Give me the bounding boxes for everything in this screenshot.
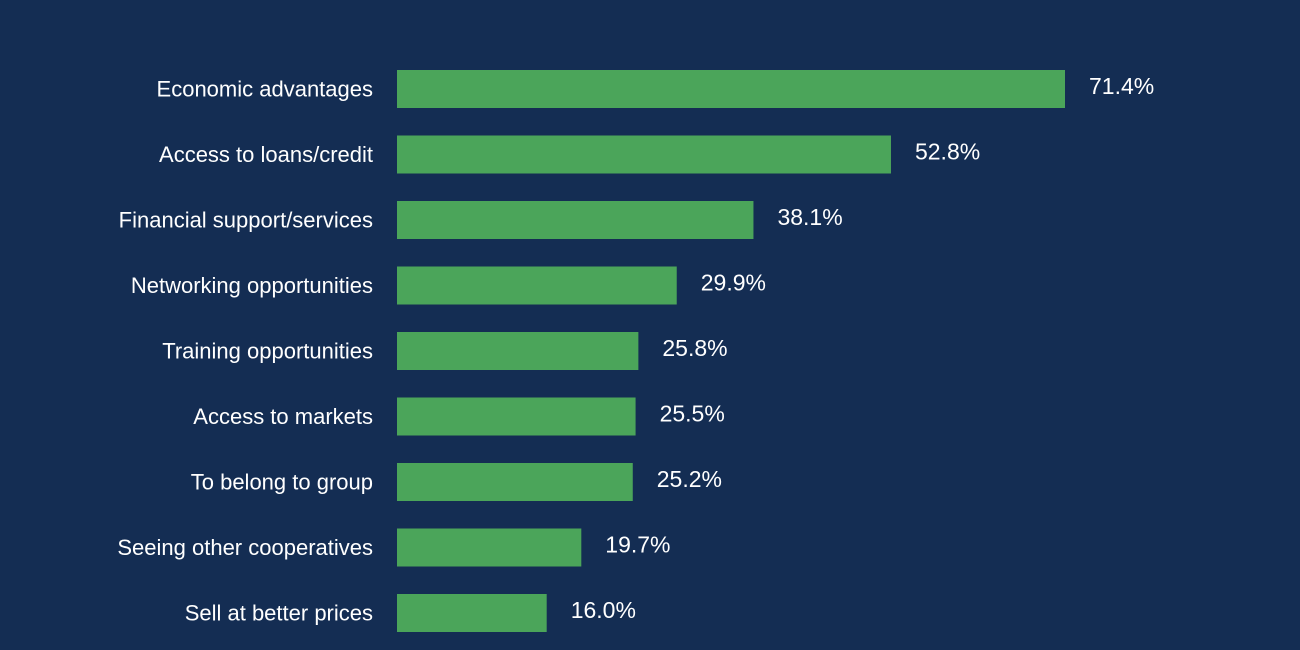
value-label: 52.8% bbox=[915, 139, 980, 165]
bar bbox=[397, 266, 677, 305]
category-label: Networking opportunities bbox=[131, 273, 373, 298]
value-label: 19.7% bbox=[605, 532, 670, 558]
value-label: 16.0% bbox=[571, 597, 636, 623]
bar bbox=[397, 594, 547, 632]
bar bbox=[397, 528, 582, 567]
bar bbox=[397, 332, 639, 370]
bar bbox=[397, 70, 1065, 108]
value-label: 25.5% bbox=[660, 401, 725, 427]
category-label: Economic advantages bbox=[157, 77, 373, 102]
bar bbox=[397, 463, 633, 501]
category-label: Access to markets bbox=[193, 404, 373, 429]
value-label: 29.9% bbox=[701, 270, 766, 296]
category-label: Seeing other cooperatives bbox=[117, 535, 373, 560]
category-label: Access to loans/credit bbox=[159, 142, 373, 167]
category-label: To belong to group bbox=[191, 470, 373, 495]
value-label: 25.8% bbox=[662, 335, 727, 361]
value-label: 38.1% bbox=[777, 204, 842, 230]
category-label: Sell at better prices bbox=[185, 601, 373, 626]
bar bbox=[397, 201, 754, 239]
bar bbox=[397, 397, 636, 436]
value-label: 71.4% bbox=[1089, 73, 1154, 99]
value-label: 25.2% bbox=[657, 466, 722, 492]
value-labels: 71.4% 52.8% 38.1% 29.9% 25.8% 25.5% 25.2% 19.7%… bbox=[571, 73, 1155, 623]
category-labels: Economic advantages Access to loans/credi… bbox=[117, 77, 373, 626]
category-label: Financial support/services bbox=[119, 208, 373, 233]
bars-layer bbox=[397, 70, 1065, 632]
bar bbox=[397, 135, 891, 174]
category-label: Training opportunities bbox=[162, 339, 373, 364]
